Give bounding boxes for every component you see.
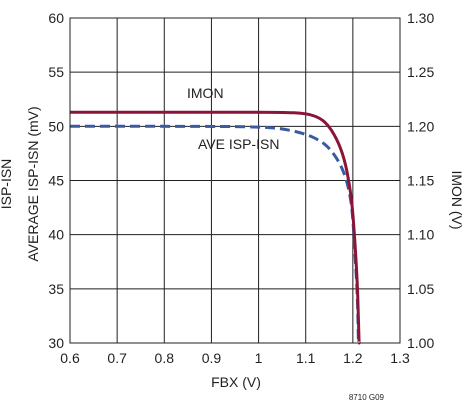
y-right-tick-label: 1.25: [407, 64, 434, 80]
y-right-tick-label: 1.15: [407, 173, 434, 189]
y-right-tick-label: 1.05: [407, 281, 434, 297]
y-left-axis-title: AVERAGE ISP-ISN (mV): [25, 106, 41, 261]
annotation-imon: IMON: [187, 85, 224, 101]
y-left-tick-label: 55: [48, 64, 64, 80]
grid: [70, 18, 400, 343]
y-right-tick-label: 1.20: [407, 118, 434, 134]
x-tick-label: 0.8: [155, 350, 175, 366]
annotation-ave-isp-isn: AVE ISP-ISN: [198, 136, 279, 152]
y-right-axis-title: IMON (V): [449, 170, 465, 229]
x-tick-label: 1: [255, 350, 263, 366]
x-tick-label: 1.1: [296, 350, 316, 366]
y-right-tick-label: 1.00: [407, 335, 434, 351]
y-left-tick-label: 50: [48, 118, 64, 134]
y-right-tick-label: 1.30: [407, 10, 434, 26]
x-axis-title: FBX (V): [211, 374, 261, 390]
y-left-tick-label: 30: [48, 335, 64, 351]
y-left-tick-label: 45: [48, 173, 64, 189]
y-left-axis-title-clipped: ISP-ISN: [0, 159, 14, 210]
y-left-tick-label: 40: [48, 227, 64, 243]
figure-id: 8710 G09: [349, 393, 385, 402]
ticks: 0.6 0.7 0.8 0.9 1 1.1 1.2 1.3 30 35 40 45 50 55 60 1.00…: [48, 10, 434, 366]
x-tick-label: 1.2: [343, 350, 363, 366]
y-left-tick-label: 35: [48, 281, 64, 297]
x-tick-label: 0.6: [60, 350, 80, 366]
y-right-tick-label: 1.10: [407, 227, 434, 243]
x-tick-label: 0.7: [107, 350, 127, 366]
y-left-tick-label: 60: [48, 10, 64, 26]
x-tick-label: 1.3: [390, 350, 410, 366]
series-line-imon: [70, 110, 361, 345]
series-layer: [70, 110, 361, 345]
plot-frame: [69, 17, 401, 344]
x-tick-label: 0.9: [202, 350, 222, 366]
